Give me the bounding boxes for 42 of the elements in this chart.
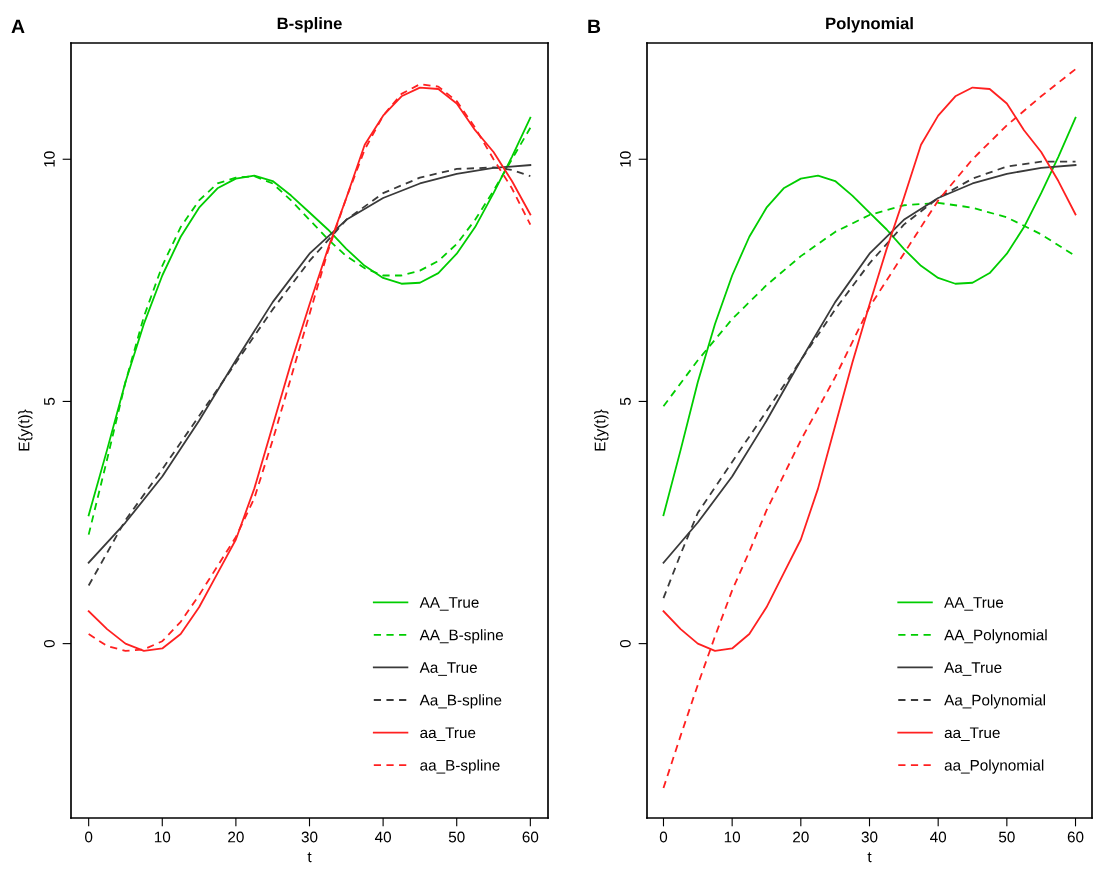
- y-tick-label: 10: [619, 151, 631, 167]
- x-tick-label: 0: [85, 831, 93, 843]
- x-tick-label: 30: [861, 831, 878, 843]
- line-series: [662, 68, 1077, 789]
- chart-title: B-spline: [277, 17, 342, 33]
- x-tick-label: 50: [448, 831, 465, 843]
- legend-label: aa_True: [420, 727, 476, 741]
- text: A: [11, 19, 25, 34]
- y-tick-label: 0: [619, 639, 631, 648]
- x-tick-label: 20: [793, 831, 809, 843]
- legend-label: aa_B-spline: [420, 759, 500, 774]
- x-axis-title: t: [867, 852, 872, 863]
- y-tick-label: 0: [43, 639, 55, 648]
- legend-label: AA_B-spline: [419, 629, 504, 644]
- legend-label: aa_Polynomial: [944, 759, 1044, 774]
- y-axis-title: E{y(t)}: [18, 409, 33, 451]
- text: B: [588, 19, 601, 34]
- x-tick-label: 0: [659, 831, 668, 843]
- legend-label: AA_True: [944, 597, 1004, 611]
- legend-label: Aa_True: [944, 662, 1002, 676]
- chart-title: Polynomial: [826, 17, 913, 33]
- x-tick-label: 40: [374, 831, 392, 843]
- legend-label: AA_True: [419, 597, 479, 611]
- x-tick-label: 20: [228, 831, 244, 843]
- x-tick-label: 30: [301, 831, 318, 843]
- line-series: [662, 116, 1077, 517]
- legend-label: aa_True: [944, 727, 1000, 741]
- x-tick-label: 60: [522, 831, 539, 843]
- x-tick-label: 50: [998, 831, 1015, 843]
- legend-label: Aa_True: [419, 662, 477, 676]
- x-tick-label: 40: [930, 831, 947, 843]
- x-tick-label: 10: [724, 831, 741, 843]
- legend-label: Aa_B-spline: [419, 694, 502, 709]
- legend-label: AA_Polynomial: [944, 629, 1047, 644]
- y-axis-title: E{y(t)}: [594, 409, 609, 451]
- y-tick-label: 5: [620, 397, 631, 406]
- legend-label: Aa_Polynomial: [944, 694, 1045, 709]
- x-tick-label: 10: [154, 831, 171, 843]
- y-tick-label: 5: [44, 397, 55, 406]
- y-tick-label: 10: [43, 151, 55, 167]
- x-axis-title: t: [307, 852, 312, 863]
- x-tick-label: 60: [1067, 831, 1084, 843]
